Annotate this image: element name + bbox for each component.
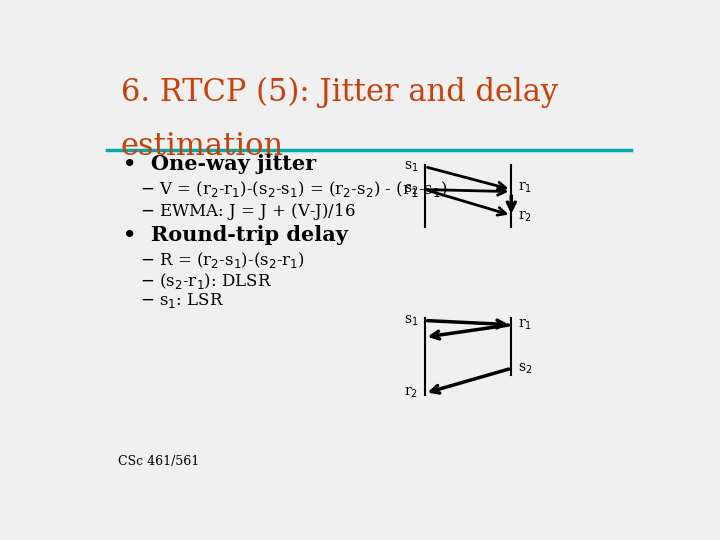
Text: •  One-way jitter: • One-way jitter (124, 154, 317, 174)
Text: r$_1$: r$_1$ (518, 318, 532, 332)
Text: s$_1$: s$_1$ (404, 159, 418, 174)
Text: $-$ R = (r$_2$-s$_1$)-(s$_2$-r$_1$): $-$ R = (r$_2$-s$_1$)-(s$_2$-r$_1$) (140, 250, 305, 270)
Text: $-$ EWMA: J = J + (V-J)/16: $-$ EWMA: J = J + (V-J)/16 (140, 201, 356, 222)
Text: r$_1$: r$_1$ (518, 180, 532, 194)
Text: $-$ (s$_2$-r$_1$): DLSR: $-$ (s$_2$-r$_1$): DLSR (140, 271, 272, 291)
Text: r$_2$: r$_2$ (404, 386, 418, 401)
Text: $-$ V = (r$_2$-r$_1$)-(s$_2$-s$_1$) = (r$_2$-s$_2$) - (r$_1$-s$_1$): $-$ V = (r$_2$-r$_1$)-(s$_2$-s$_1$) = (r… (140, 179, 448, 199)
Text: $-$ s$_1$: LSR: $-$ s$_1$: LSR (140, 292, 224, 310)
Text: s$_2$: s$_2$ (404, 183, 418, 197)
Text: s$_1$: s$_1$ (404, 313, 418, 328)
Text: estimation: estimation (121, 131, 284, 163)
Text: •  Round-trip delay: • Round-trip delay (124, 225, 348, 245)
Text: r$_2$: r$_2$ (518, 210, 532, 224)
Text: 6. RTCP (5): Jitter and delay: 6. RTCP (5): Jitter and delay (121, 77, 558, 109)
Text: CSc 461/561: CSc 461/561 (118, 455, 199, 468)
Text: s$_2$: s$_2$ (518, 361, 533, 375)
